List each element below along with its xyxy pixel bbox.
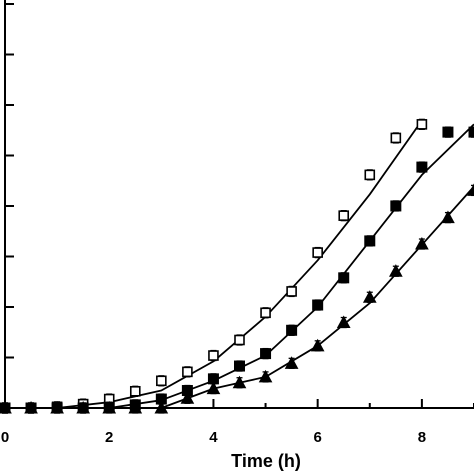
data-point — [234, 334, 245, 346]
data-point — [338, 272, 350, 284]
data-point — [208, 349, 219, 362]
x-tick-label: 8 — [418, 429, 426, 446]
data-point — [286, 285, 297, 298]
data-point — [102, 400, 117, 414]
axes — [4, 0, 474, 409]
data-point — [50, 400, 64, 414]
x-axis-title: Time (h) — [231, 451, 301, 471]
data-point — [234, 360, 245, 372]
data-point — [310, 338, 325, 352]
data-point — [129, 385, 141, 397]
data-point — [364, 235, 376, 247]
data-point — [180, 391, 195, 404]
data-point — [312, 246, 323, 259]
data-point — [286, 324, 298, 336]
data-point — [415, 236, 429, 250]
x-tick-label: 6 — [313, 429, 321, 446]
data-point — [416, 118, 428, 130]
data-point — [206, 381, 221, 395]
data-point — [156, 375, 167, 387]
data-point — [468, 126, 474, 138]
data-point — [442, 126, 454, 138]
data-point — [260, 347, 272, 360]
x-tick-label: 0 — [1, 429, 9, 446]
data-point — [260, 307, 271, 319]
data-point — [182, 366, 193, 378]
data-point — [362, 290, 377, 303]
data-point — [154, 400, 169, 414]
data-point — [312, 299, 324, 311]
data-point — [284, 356, 299, 369]
data-point — [467, 183, 474, 197]
data-point — [24, 400, 38, 414]
data-point — [390, 132, 402, 144]
data-point — [336, 315, 351, 329]
data-markers — [0, 118, 474, 414]
fit-curve — [5, 119, 423, 409]
data-point — [232, 375, 247, 389]
x-tick-label: 4 — [209, 429, 218, 446]
data-point — [258, 369, 273, 383]
data-point — [416, 161, 428, 173]
data-point — [338, 210, 350, 222]
data-point — [364, 169, 376, 181]
data-point — [76, 400, 91, 414]
data-point — [390, 200, 402, 212]
tick-labels: 0 2 4 6 8 — [1, 429, 426, 446]
fit-curve — [5, 185, 474, 409]
data-point — [128, 400, 143, 414]
data-point — [0, 400, 12, 414]
data-point — [441, 210, 455, 224]
data-point — [388, 264, 403, 277]
x-tick-label: 2 — [105, 429, 113, 446]
